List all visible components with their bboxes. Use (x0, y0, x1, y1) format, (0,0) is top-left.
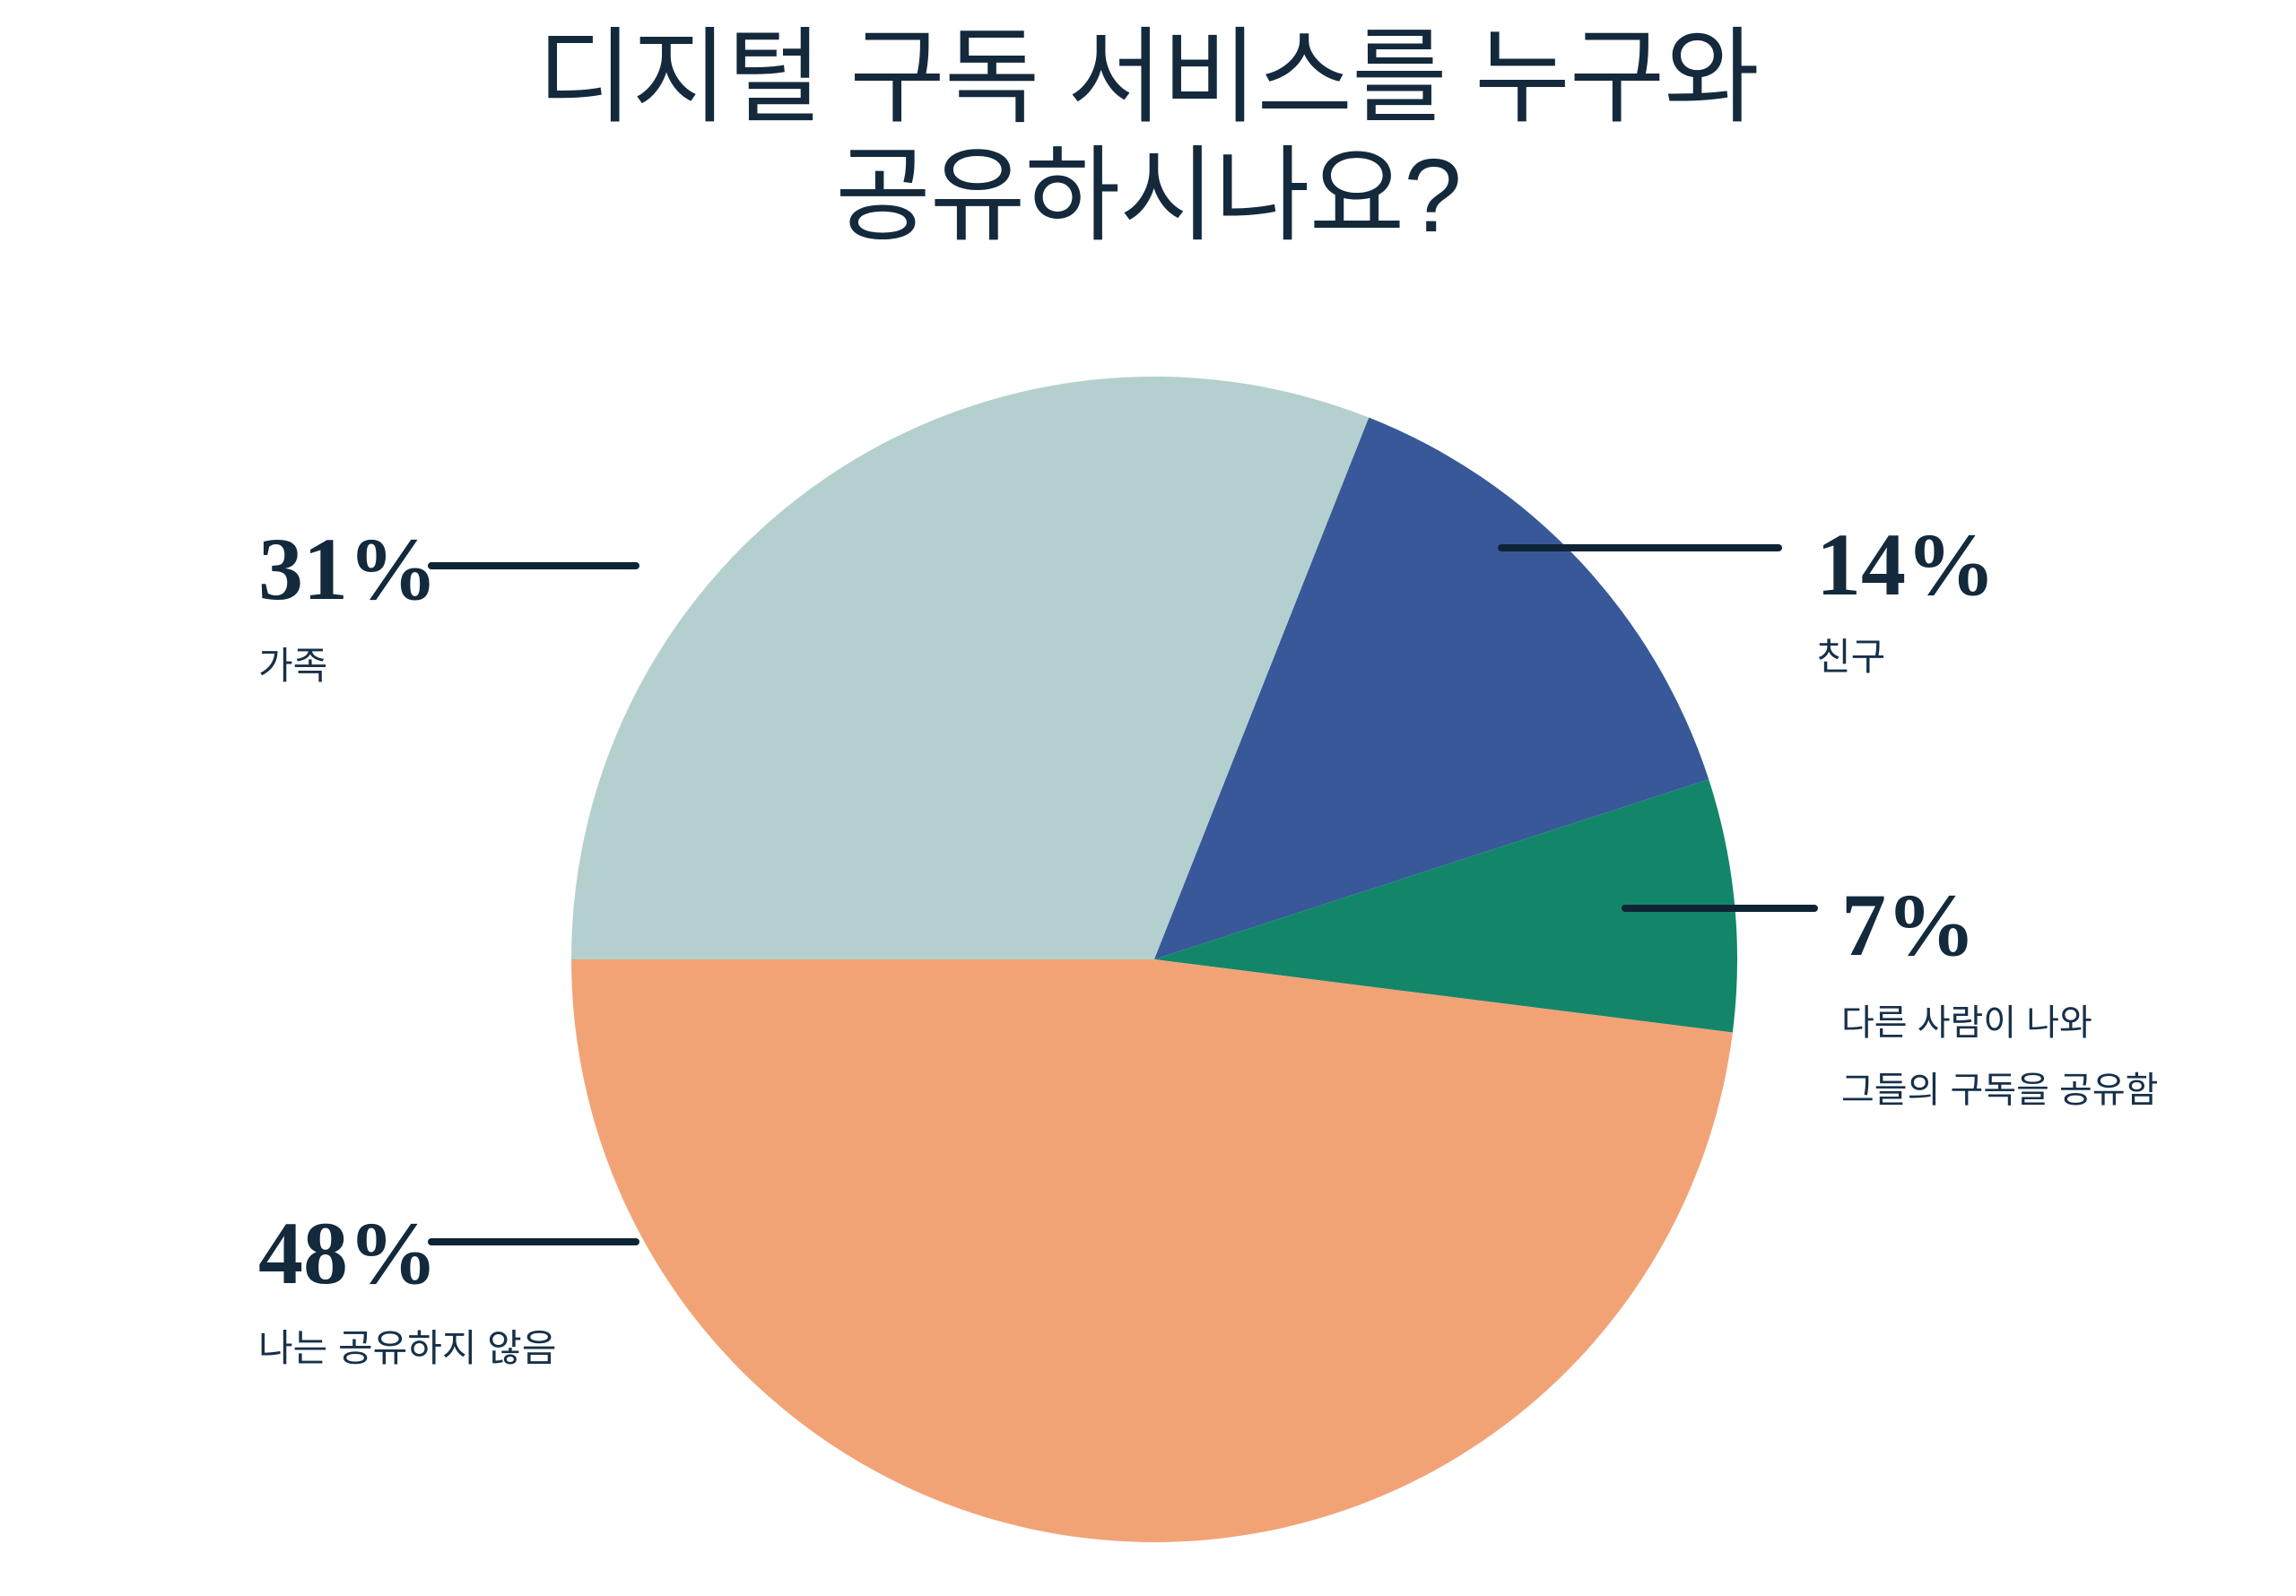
pie-slice-friends (1154, 417, 1709, 959)
shared-with-me-label-line2: 그들의 구독을 공유함 (1841, 1071, 2159, 1111)
no-share-leader-line (428, 1238, 639, 1245)
callout-family: 31% 가족 (258, 525, 438, 690)
shared-with-me-label-line1: 다른 사람이 나와 (1841, 1003, 2092, 1043)
callout-friends: 14% 친구 (1816, 520, 1996, 681)
shared-with-me-label: 다른 사람이 나와 그들의 구독을 공유함 (1841, 990, 2158, 1124)
pie-slice-no-share (571, 959, 1733, 1542)
no-share-label: 나는 공유하지 않음 (258, 1327, 557, 1369)
chart-title-line1: 디지털 구독 서비스를 누구와 (536, 19, 1760, 135)
chart-title-line2: 공유하시나요? (835, 137, 1462, 255)
family-label: 가족 (258, 645, 328, 687)
friends-label: 친구 (1816, 636, 1886, 678)
shared-with-me-percent: 7% (1841, 875, 1976, 975)
pie-chart (571, 377, 1737, 1542)
pie-slice-family (571, 377, 1370, 959)
friends-leader-line (1498, 544, 1782, 551)
chart-title: 디지털 구독 서비스를 누구와 공유하시나요? (0, 18, 2296, 255)
friends-percent: 14% (1816, 515, 1996, 614)
shared-with-me-leader-line (1622, 905, 1818, 912)
family-percent: 31% (258, 519, 438, 619)
pie-slice-shared-with-me (1154, 779, 1737, 1033)
family-leader-line (428, 562, 639, 569)
callout-no-share: 48% 나는 공유하지 않음 (258, 1209, 556, 1373)
no-share-percent: 48% (258, 1203, 438, 1303)
callout-shared-with-me: 7% 다른 사람이 나와 그들의 구독을 공유함 (1841, 880, 2158, 1124)
